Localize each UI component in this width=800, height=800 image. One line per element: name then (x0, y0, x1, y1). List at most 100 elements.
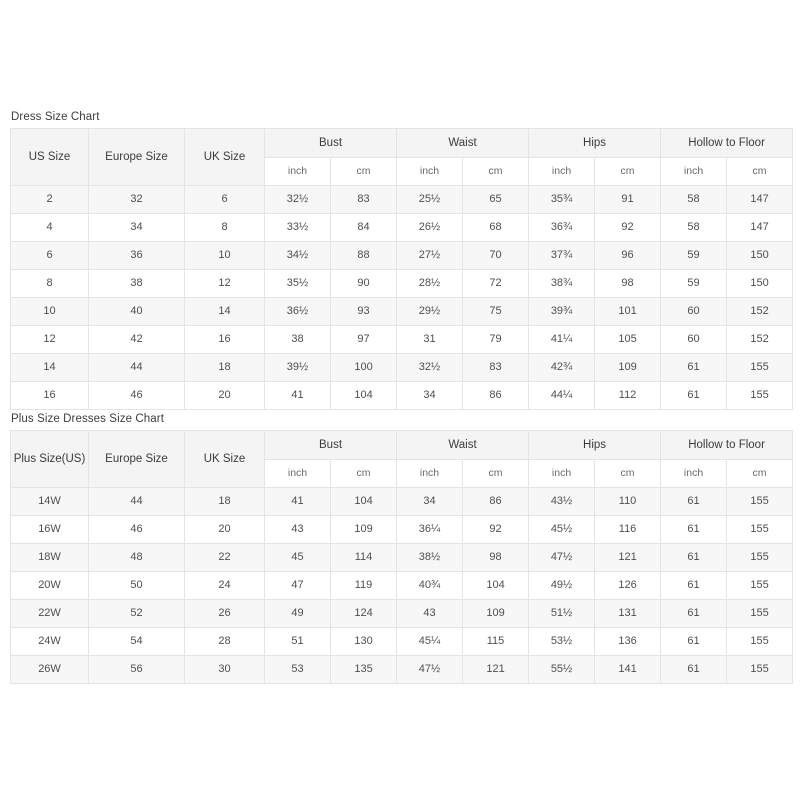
table-cell: 52 (88, 599, 185, 628)
row-size-cell: 14 (10, 353, 89, 382)
table-cell: 101 (594, 297, 662, 326)
table-cell: 32½ (396, 353, 464, 382)
table-cell: 41¼ (528, 325, 596, 354)
col-header-uk-size: UK Size (184, 430, 265, 488)
table-cell: 45 (264, 543, 331, 572)
table-row: 26W 56 30 53 135 47½ 121 55½ 141 61 155 (10, 655, 794, 684)
table-body: 2 32 6 32½ 83 25½ 65 35¾ 91 58 147 4 34 8 33½ 84 26½ 68 36… (10, 185, 794, 410)
table-cell: 60 (660, 297, 728, 326)
table-cell: 47½ (528, 543, 596, 572)
table-cell: 84 (329, 213, 398, 242)
col-header-europe-size: Europe Size (88, 430, 185, 488)
table-cell: 61 (660, 543, 728, 572)
table-cell: 92 (462, 515, 530, 544)
table-cell: 98 (462, 543, 530, 572)
table-cell: 14 (184, 297, 265, 326)
unit-header-hollow-cm: cm (726, 157, 794, 186)
unit-header-bust-inch: inch (264, 459, 331, 488)
table-cell: 58 (660, 185, 728, 214)
table-cell: 34 (396, 487, 464, 516)
table-cell: 61 (660, 571, 728, 600)
col-header-hips: Hips (528, 430, 662, 460)
table-cell: 68 (462, 213, 530, 242)
table-cell: 150 (726, 269, 794, 298)
unit-header-waist-cm: cm (462, 459, 530, 488)
table-cell: 10 (184, 241, 265, 270)
table-header: Plus Size(US) Europe Size UK Size Bust W… (10, 430, 794, 488)
table-cell: 83 (462, 353, 530, 382)
unit-header-hips-cm: cm (594, 459, 662, 488)
col-header-hollow-to-floor: Hollow to Floor (660, 128, 794, 158)
table-cell: 31 (396, 325, 464, 354)
table-cell: 110 (594, 487, 662, 516)
unit-header-hollow-cm: cm (726, 459, 794, 488)
table-cell: 61 (660, 381, 728, 410)
row-size-cell: 2 (10, 185, 89, 214)
table-cell: 41 (264, 381, 331, 410)
table-cell: 43½ (528, 487, 596, 516)
table-cell: 47½ (396, 655, 464, 684)
row-size-cell: 26W (10, 655, 89, 684)
table-cell: 100 (329, 353, 398, 382)
group-header-row: US Size Europe Size UK Size Bust Waist H… (10, 128, 794, 186)
table-cell: 50 (88, 571, 185, 600)
table-cell: 135 (329, 655, 398, 684)
table-cell: 36½ (264, 297, 331, 326)
table-cell: 150 (726, 241, 794, 270)
table-cell: 39½ (264, 353, 331, 382)
table-cell: 116 (594, 515, 662, 544)
table-cell: 104 (329, 381, 398, 410)
row-size-cell: 8 (10, 269, 89, 298)
table-cell: 124 (329, 599, 398, 628)
table-row: 22W 52 26 49 124 43 109 51½ 131 61 155 (10, 599, 794, 628)
table-cell: 147 (726, 213, 794, 242)
table-cell: 136 (594, 627, 662, 656)
table-cell: 36 (88, 241, 185, 270)
table-cell: 6 (184, 185, 265, 214)
table-cell: 28 (184, 627, 265, 656)
table-cell: 97 (329, 325, 398, 354)
table-cell: 59 (660, 241, 728, 270)
table-cell: 75 (462, 297, 530, 326)
table-cell: 60 (660, 325, 728, 354)
unit-header-waist-cm: cm (462, 157, 530, 186)
table-cell: 112 (594, 381, 662, 410)
table-cell: 47 (264, 571, 331, 600)
table-cell: 27½ (396, 241, 464, 270)
table-cell: 72 (462, 269, 530, 298)
table-row: 8 38 12 35½ 90 28½ 72 38¾ 98 59 150 (10, 269, 794, 298)
table-cell: 115 (462, 627, 530, 656)
col-header-europe-size: Europe Size (88, 128, 185, 186)
table-cell: 26 (184, 599, 265, 628)
table-cell: 42¾ (528, 353, 596, 382)
table-cell: 43 (264, 515, 331, 544)
table-cell: 109 (594, 353, 662, 382)
table-cell: 105 (594, 325, 662, 354)
table-cell: 36¾ (528, 213, 596, 242)
table-cell: 90 (329, 269, 398, 298)
table-cell: 55½ (528, 655, 596, 684)
table-row: 24W 54 28 51 130 45¼ 115 53½ 136 61 155 (10, 627, 794, 656)
table-cell: 30 (184, 655, 265, 684)
table-cell: 79 (462, 325, 530, 354)
table-cell: 32 (88, 185, 185, 214)
table-cell: 44 (88, 353, 185, 382)
row-size-cell: 20W (10, 571, 89, 600)
table-cell: 61 (660, 515, 728, 544)
unit-header-bust-inch: inch (264, 157, 331, 186)
table-cell: 18 (184, 487, 265, 516)
table-cell: 91 (594, 185, 662, 214)
table-cell: 12 (184, 269, 265, 298)
dress-size-chart-title: Dress Size Chart (11, 111, 100, 123)
unit-header-hips-cm: cm (594, 157, 662, 186)
table-cell: 93 (329, 297, 398, 326)
unit-header-hollow-inch: inch (660, 157, 728, 186)
row-size-cell: 12 (10, 325, 89, 354)
table-cell: 16 (184, 325, 265, 354)
row-size-cell: 22W (10, 599, 89, 628)
table-cell: 98 (594, 269, 662, 298)
col-header-waist: Waist (396, 430, 530, 460)
table-cell: 152 (726, 325, 794, 354)
table-cell: 25½ (396, 185, 464, 214)
table-cell: 18 (184, 353, 265, 382)
